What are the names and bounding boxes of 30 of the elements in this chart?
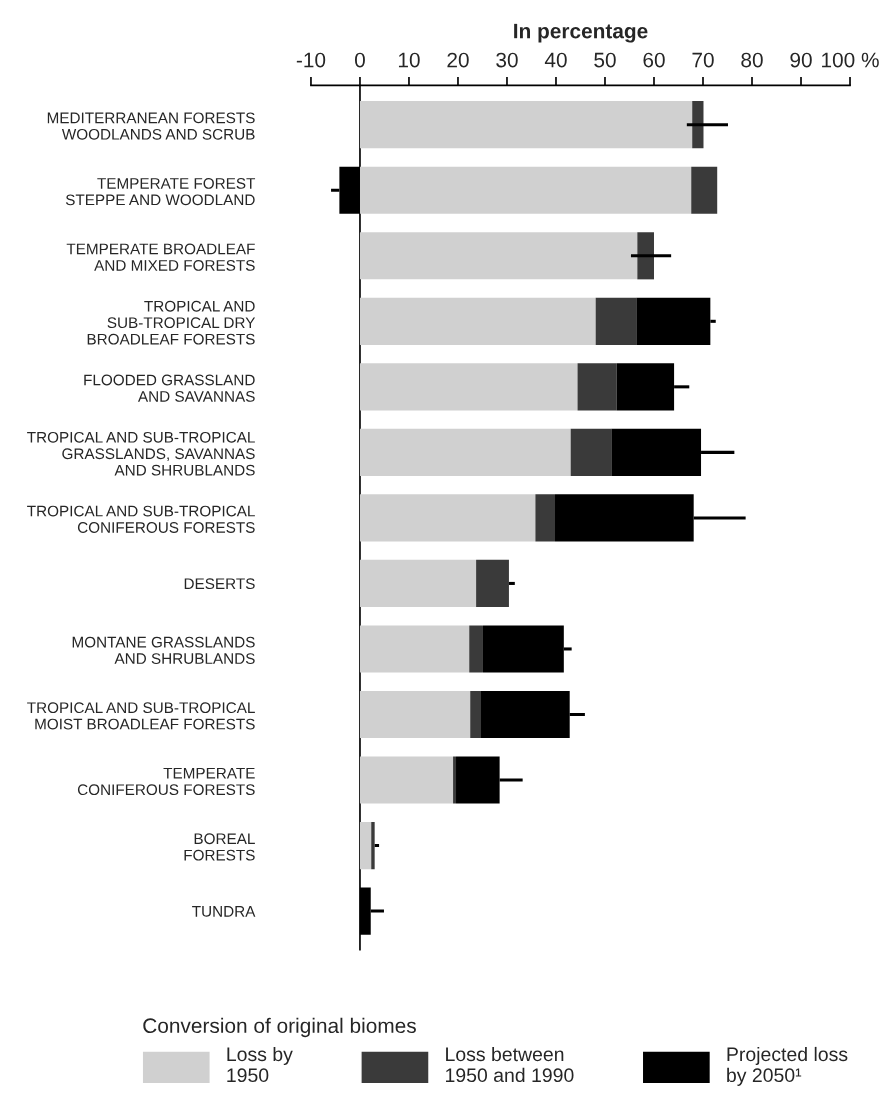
y-tick-label: MEDITERRANEAN FORESTS WOODLANDS AND SCRUB: [47, 112, 255, 140]
y-tick-label: TUNDRA: [192, 906, 256, 917]
legend-label: Loss by 1950: [227, 1046, 293, 1083]
y-tick-label: TROPICAL AND SUB-TROPICAL GRASSLANDS, SAVANNAS AND SHRUBLANDS: [27, 431, 255, 476]
y-tick-label: BOREAL FORESTS: [184, 833, 255, 861]
x-tick-label: 100 %: [822, 52, 879, 68]
y-tick-label: MONTANE GRASSLANDS AND SHRUBLANDS: [72, 636, 255, 664]
x-tick-label: 20: [447, 52, 469, 68]
x-tick-label: 40: [544, 52, 567, 68]
x-tick-label: 70: [692, 52, 714, 68]
x-tick-label: 30: [496, 52, 518, 68]
x-axis-title: In percentage: [514, 23, 648, 43]
x-tick-label: 90: [790, 52, 812, 68]
y-tick-label: TROPICAL AND SUB-TROPICAL DRY BROADLEAF FORESTS: [87, 300, 256, 345]
x-tick-label: 50: [594, 52, 616, 68]
x-tick-label: -10: [296, 52, 326, 68]
y-tick-label: DESERTS: [184, 578, 255, 590]
y-tick-label: FLOODED GRASSLAND AND SAVANNAS: [84, 374, 255, 402]
legend-label: Loss between 1950 and 1990: [446, 1046, 574, 1083]
x-tick-label: 80: [741, 52, 763, 68]
x-tick-label: 10: [398, 52, 420, 68]
x-tick-label: 60: [643, 52, 665, 68]
y-tick-label: TEMPERATE CONIFEROUS FORESTS: [77, 767, 255, 796]
y-tick-label: TROPICAL AND SUB-TROPICAL MOIST BROADLEAF FORESTS: [27, 702, 255, 730]
legend-label: Projected loss by 2050¹: [727, 1046, 848, 1086]
y-tick-label: TEMPERATE BROADLEAF AND MIXED FORESTS: [66, 243, 255, 271]
y-tick-label: TEMPERATE FOREST STEPPE AND WOODLAND: [65, 177, 256, 206]
legend-title: Conversion of original biomes: [143, 1017, 416, 1038]
x-tick-label: 0: [354, 52, 365, 68]
y-tick-label: TROPICAL AND SUB-TROPICAL CONIFEROUS FORESTS: [27, 505, 255, 533]
